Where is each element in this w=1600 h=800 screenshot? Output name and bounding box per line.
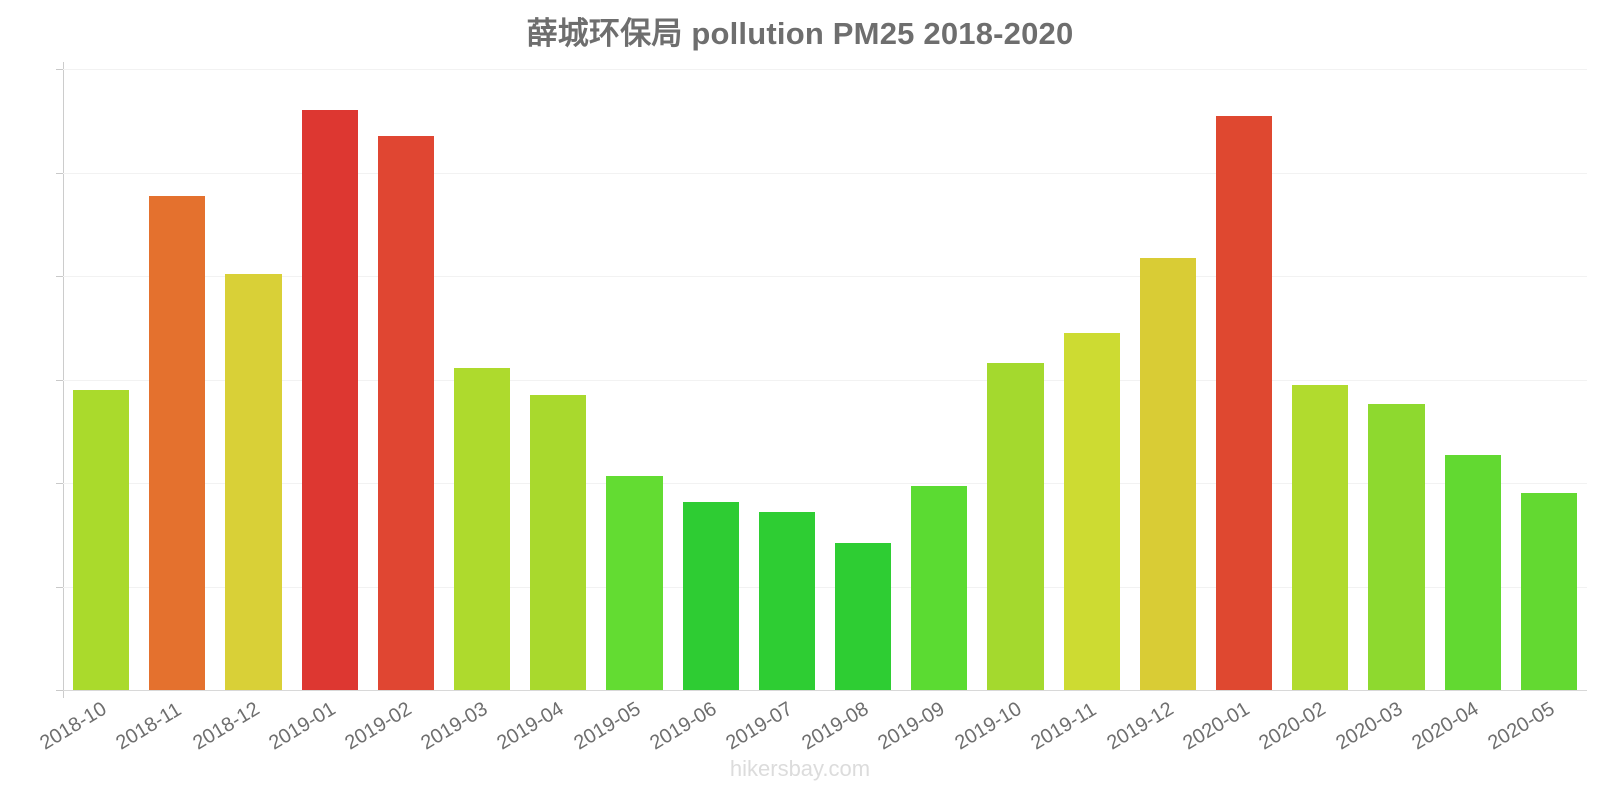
x-axis-tick-label: 2019-07 (722, 697, 797, 755)
bar[interactable] (987, 362, 1044, 690)
bar[interactable] (225, 273, 282, 690)
y-tick-mark-40 (56, 483, 63, 484)
x-axis-tick-label: 2019-04 (493, 697, 568, 755)
x-axis-tick-label: 2018-10 (36, 697, 111, 755)
x-axis-tick-label: 2019-12 (1103, 697, 1178, 755)
bar[interactable] (377, 136, 435, 690)
bar[interactable] (1292, 385, 1349, 690)
bar[interactable] (1520, 493, 1578, 690)
x-axis-tick-label: 2019-05 (569, 697, 644, 755)
x-axis-tick-label: 2020-04 (1407, 697, 1483, 755)
bar[interactable] (758, 511, 816, 690)
x-axis-tick-label: 2020-01 (1179, 697, 1254, 755)
bar[interactable] (301, 110, 358, 690)
bar[interactable] (1063, 332, 1120, 690)
x-axis-tick-label: 2020-03 (1331, 697, 1406, 755)
x-axis-tick-label: 2020-02 (1255, 697, 1330, 755)
bar[interactable] (1444, 455, 1501, 690)
gridline-40 (63, 483, 1587, 484)
bar[interactable] (1139, 257, 1197, 690)
y-tick-mark-120 (56, 69, 63, 70)
watermark-text: hikersbay.com (729, 756, 871, 781)
plot-area: 020406080100120 (56, 69, 1587, 691)
bar[interactable] (911, 485, 968, 690)
x-axis-tick-label: 2019-10 (950, 697, 1025, 755)
x-axis-tick-label: 2018-12 (188, 697, 263, 755)
bar[interactable] (530, 395, 587, 690)
x-axis-tick-label: 2019-01 (264, 697, 340, 755)
y-tick-mark-100 (56, 172, 63, 174)
bar[interactable] (606, 475, 663, 690)
chart-title: 薛城环保局 pollution PM25 2018-2020 (526, 16, 1074, 51)
y-tick-mark-20 (56, 586, 63, 588)
x-axis-tick-label: 2018-11 (112, 698, 186, 755)
x-axis-tick-label: 2019-09 (874, 697, 949, 755)
gridline-60 (63, 379, 1587, 381)
gridline-80 (63, 276, 1587, 277)
x-axis-tick-label: 2019-06 (645, 697, 721, 755)
gridline-20 (63, 586, 1587, 588)
x-axis-tick-label: 2019-03 (417, 697, 492, 755)
x-axis-tick-label: 2019-08 (798, 697, 873, 755)
x-axis-tick-label: 2020-05 (1484, 697, 1559, 755)
gridline-120 (63, 69, 1587, 70)
bar[interactable] (1368, 403, 1425, 690)
bar[interactable] (453, 367, 511, 690)
y-tick-mark-60 (56, 379, 63, 381)
bar[interactable] (1215, 115, 1273, 690)
bar[interactable] (834, 542, 892, 690)
bar[interactable] (149, 195, 206, 690)
x-axis-tick-label: 2019-02 (341, 697, 416, 755)
gridline-100 (63, 172, 1587, 174)
y-tick-mark-80 (56, 276, 63, 277)
gridline-0 (63, 690, 1587, 691)
y-tick-mark-0 (56, 690, 63, 691)
bar[interactable] (72, 389, 130, 690)
bar[interactable] (682, 502, 739, 690)
x-axis-tick-label: 2019-11 (1026, 698, 1100, 755)
